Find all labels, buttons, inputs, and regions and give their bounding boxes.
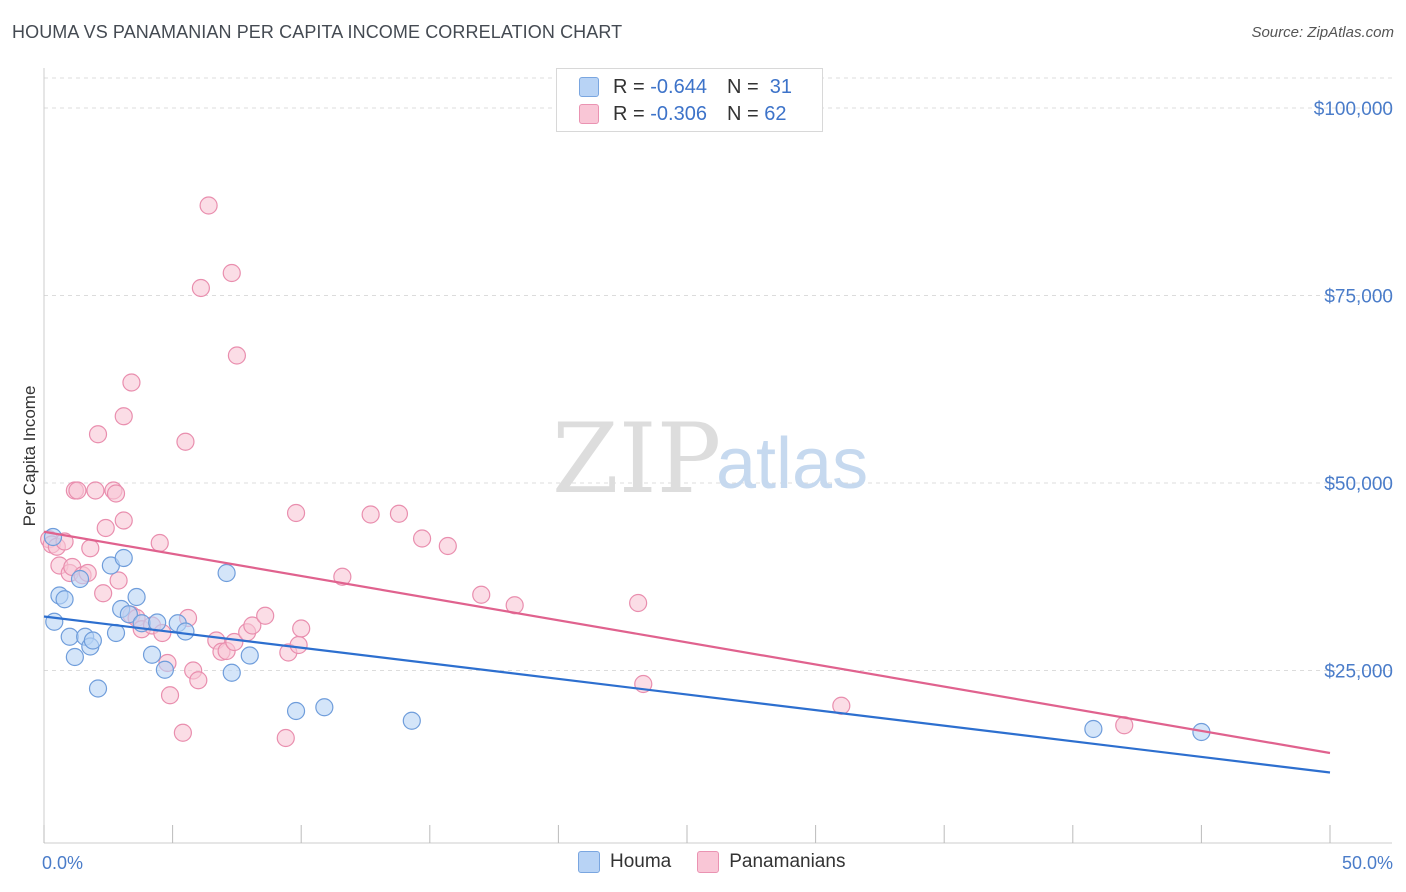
series-legend: Houma Panamanians	[578, 851, 871, 873]
data-point-panamanians	[122, 373, 141, 392]
y-tick-label: $100,000	[1314, 99, 1393, 120]
data-point-houma	[286, 701, 306, 721]
data-point-panamanians	[189, 671, 208, 690]
legend-row-houma: R = -0.644 N = 31	[579, 75, 792, 99]
legend-n-label: N =	[726, 75, 759, 98]
data-point-panamanians	[68, 481, 87, 500]
data-point-houma	[222, 663, 241, 682]
data-point-panamanians	[94, 584, 113, 603]
data-point-panamanians	[629, 593, 648, 613]
data-point-panamanians	[256, 606, 275, 625]
data-point-houma	[217, 563, 236, 583]
data-point-panamanians	[361, 505, 380, 524]
x-tick-labels: 0.0% 50.0%	[42, 853, 1393, 873]
legend-n-label: N =	[726, 102, 759, 125]
data-point-houma	[176, 622, 195, 641]
data-point-panamanians	[191, 278, 210, 298]
data-point-panamanians	[81, 539, 100, 558]
data-point-houma	[402, 711, 421, 730]
data-point-panamanians	[243, 616, 262, 635]
legend-n-value: 31	[769, 75, 793, 98]
data-point-panamanians	[225, 632, 244, 652]
source-credit: Source: ZipAtlas.com	[1251, 24, 1394, 41]
data-point-panamanians	[438, 536, 457, 556]
data-point-panamanians	[173, 723, 192, 742]
data-point-houma	[65, 647, 84, 667]
data-point-houma	[1084, 719, 1103, 739]
trend-line-houma	[43, 615, 1331, 774]
x-tick-label: 50.0%	[1342, 853, 1393, 873]
data-point-panamanians	[114, 407, 133, 426]
watermark-atlas: atlas	[716, 424, 868, 504]
data-point-panamanians	[199, 196, 218, 215]
data-point-houma	[43, 527, 63, 547]
correlation-legend: R = -0.644 N = 31 R = -0.306 N = 62	[556, 68, 823, 132]
legend-swatch-houma	[579, 77, 599, 97]
data-points	[40, 196, 1211, 748]
legend-r-label: R =	[613, 102, 645, 125]
data-point-panamanians	[150, 533, 169, 553]
data-point-panamanians	[333, 567, 352, 586]
legend-n-value: 62	[764, 102, 787, 125]
data-point-panamanians	[227, 346, 246, 365]
data-point-panamanians	[276, 728, 295, 748]
legend-label-houma: Houma	[610, 851, 672, 872]
x-tick-label: 0.0%	[42, 853, 83, 873]
data-point-panamanians	[160, 686, 180, 705]
legend-item-panamanians: Panamanians	[697, 851, 845, 873]
legend-row-panamanians: R = -0.306 N = 62	[579, 102, 786, 126]
data-point-houma	[119, 605, 138, 624]
series-houma	[43, 527, 1211, 742]
data-point-panamanians	[114, 511, 133, 530]
y-tick-label: $75,000	[1324, 287, 1393, 308]
data-point-houma	[240, 646, 259, 665]
data-point-houma	[88, 679, 108, 698]
data-point-panamanians	[289, 635, 308, 655]
data-point-houma	[155, 660, 174, 679]
data-point-houma	[60, 627, 79, 646]
data-point-houma	[55, 590, 74, 609]
gridlines	[44, 77, 1392, 671]
chart-title: HOUMA VS PANAMANIAN PER CAPITA INCOME CO…	[12, 22, 623, 42]
data-point-panamanians	[86, 481, 105, 500]
legend-r-value: -0.306	[650, 102, 707, 125]
watermark: ZIP atlas	[552, 403, 868, 515]
legend-item-houma: Houma	[578, 851, 671, 873]
data-point-houma	[142, 645, 162, 664]
data-point-houma	[127, 587, 146, 607]
legend-swatch-houma	[578, 851, 600, 873]
axes	[43, 68, 1392, 844]
y-tick-labels: $25,000 $50,000 $75,000 $100,000	[1314, 99, 1393, 683]
trend-lines	[43, 530, 1331, 774]
legend-r-label: R =	[613, 75, 645, 98]
data-point-houma	[83, 631, 102, 650]
legend-label-panamanians: Panamanians	[729, 851, 846, 872]
data-point-houma	[70, 569, 90, 589]
watermark-zip: ZIP	[552, 403, 721, 515]
data-point-panamanians	[176, 432, 195, 451]
data-point-panamanians	[88, 425, 108, 444]
y-tick-label: $25,000	[1324, 662, 1393, 683]
data-point-panamanians	[472, 585, 491, 604]
legend-swatch-panamanians	[579, 104, 599, 124]
data-point-panamanians	[389, 504, 409, 523]
legend-swatch-panamanians	[697, 851, 720, 873]
y-axis-label: Per Capita Income	[20, 386, 39, 527]
trend-line-panamanians	[43, 530, 1331, 755]
y-tick-label: $50,000	[1324, 474, 1393, 495]
data-point-houma	[45, 612, 64, 631]
data-point-houma	[114, 548, 133, 568]
data-point-panamanians	[412, 529, 432, 548]
data-point-panamanians	[109, 571, 128, 590]
data-point-panamanians	[286, 503, 306, 523]
data-point-houma	[315, 698, 334, 717]
data-point-panamanians	[292, 619, 311, 638]
data-point-panamanians	[222, 263, 241, 283]
data-point-panamanians	[96, 518, 115, 538]
legend-r-value: -0.644	[650, 75, 707, 98]
data-point-panamanians	[106, 484, 126, 503]
